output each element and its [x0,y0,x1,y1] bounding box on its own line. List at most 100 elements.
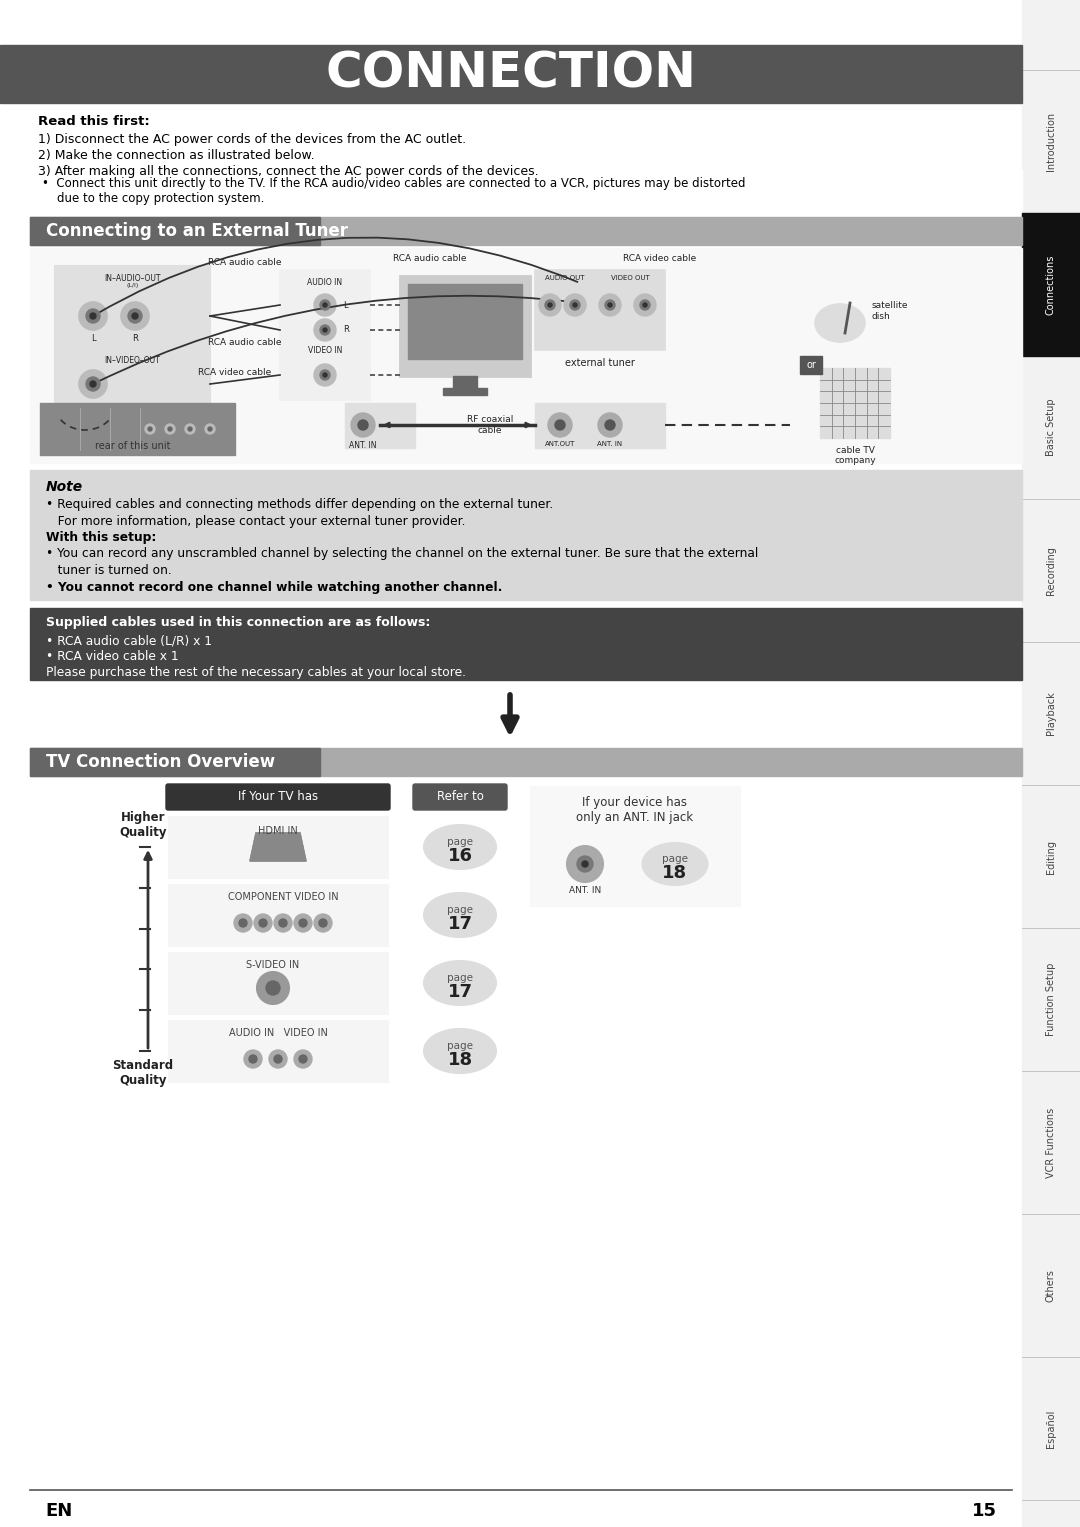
Bar [443,388,487,395]
Circle shape [351,412,375,437]
Circle shape [185,425,195,434]
Text: Function Setup: Function Setup [1047,964,1056,1037]
Bar [0,44,1022,102]
Circle shape [314,319,336,341]
Circle shape [79,370,107,399]
Text: page: page [447,973,473,983]
Circle shape [299,919,307,927]
Text: 16: 16 [447,847,473,864]
Circle shape [319,919,327,927]
Text: • You cannot record one channel while watching another channel.: • You cannot record one channel while wa… [46,580,502,594]
Circle shape [168,428,172,431]
Text: Connecting to an External Tuner: Connecting to an External Tuner [46,221,348,240]
Circle shape [145,425,156,434]
Circle shape [323,328,327,331]
Circle shape [132,313,138,319]
Text: Please purchase the rest of the necessary cables at your local store.: Please purchase the rest of the necessar… [46,666,465,680]
Circle shape [257,973,289,1003]
Text: • You can record any unscrambled channel by selecting the channel on the externa: • You can record any unscrambled channel… [46,548,758,560]
Text: If Your TV has: If Your TV has [238,791,319,803]
Text: 18: 18 [662,864,688,883]
Text: R: R [132,334,138,344]
Ellipse shape [643,843,707,886]
Circle shape [539,295,561,316]
Circle shape [274,1055,282,1063]
Text: RCA video cable: RCA video cable [199,368,272,377]
Text: rear of this unit: rear of this unit [95,441,171,450]
Text: Connections: Connections [1047,255,1056,315]
Text: 3) After making all the connections, connect the AC power cords of the devices.: 3) After making all the connections, con… [38,165,539,179]
Text: Recording: Recording [1047,547,1056,596]
Circle shape [294,1051,312,1067]
Circle shape [323,373,327,377]
Circle shape [121,302,149,330]
Text: page: page [447,1041,473,1051]
Text: AUDIO OUT: AUDIO OUT [545,275,584,281]
Circle shape [555,420,565,431]
Bar [408,284,522,359]
Circle shape [545,299,555,310]
Circle shape [244,1051,262,1067]
Circle shape [643,302,647,307]
Circle shape [320,325,330,334]
Text: HDMI IN: HDMI IN [258,826,298,835]
Text: Others: Others [1047,1269,1056,1303]
Text: • RCA audio cable (L/R) x 1: • RCA audio cable (L/R) x 1 [46,634,212,647]
Text: ANT. IN: ANT. IN [597,441,622,447]
Bar [530,786,740,906]
Text: • RCA video cable x 1: • RCA video cable x 1 [46,651,178,663]
Text: L: L [91,334,95,344]
Circle shape [567,846,603,883]
Text: ANT. IN: ANT. IN [349,441,377,450]
Circle shape [234,915,252,931]
Bar [535,403,665,447]
Text: Introduction: Introduction [1047,111,1056,171]
Text: With this setup:: With this setup: [46,531,157,544]
Bar [55,266,210,411]
Text: 17: 17 [447,983,473,1002]
Circle shape [314,295,336,316]
FancyBboxPatch shape [413,783,507,809]
Text: RCA audio cable: RCA audio cable [208,258,282,267]
Ellipse shape [424,1029,496,1073]
Bar [400,276,530,376]
Text: IN–AUDIO–OUT: IN–AUDIO–OUT [105,273,161,282]
Circle shape [148,428,152,431]
Circle shape [582,861,588,867]
Text: AUDIO IN   VIDEO IN: AUDIO IN VIDEO IN [229,1028,327,1038]
Text: 17: 17 [447,915,473,933]
Circle shape [598,412,622,437]
Circle shape [90,313,96,319]
Circle shape [266,980,280,996]
Text: •  Connect this unit directly to the TV. If the RCA audio/video cables are conne: • Connect this unit directly to the TV. … [42,177,745,205]
Text: satellite
dish: satellite dish [872,301,908,321]
Text: Read this first:: Read this first: [38,115,150,128]
Circle shape [320,370,330,380]
Text: Basic Setup: Basic Setup [1047,399,1056,457]
Bar [168,815,388,878]
Text: Español: Español [1047,1409,1056,1448]
Bar [30,748,1022,776]
Circle shape [314,915,332,931]
Text: Standard
Quality: Standard Quality [112,1060,174,1087]
Bar [535,270,665,350]
Circle shape [577,857,593,872]
Circle shape [573,302,577,307]
Bar [168,951,388,1014]
Circle shape [564,295,586,316]
Circle shape [570,299,580,310]
Text: Editing: Editing [1047,840,1056,873]
Circle shape [254,915,272,931]
Text: Note: Note [46,479,83,495]
Bar [40,403,235,455]
Circle shape [357,420,368,431]
Circle shape [299,1055,307,1063]
Bar [820,368,890,438]
Bar [30,247,1022,463]
Text: external tuner: external tuner [565,357,635,368]
Bar [1022,212,1080,356]
Polygon shape [249,834,306,861]
Circle shape [320,299,330,310]
Text: For more information, please contact your external tuner provider.: For more information, please contact you… [46,515,465,527]
Bar [30,217,1022,244]
